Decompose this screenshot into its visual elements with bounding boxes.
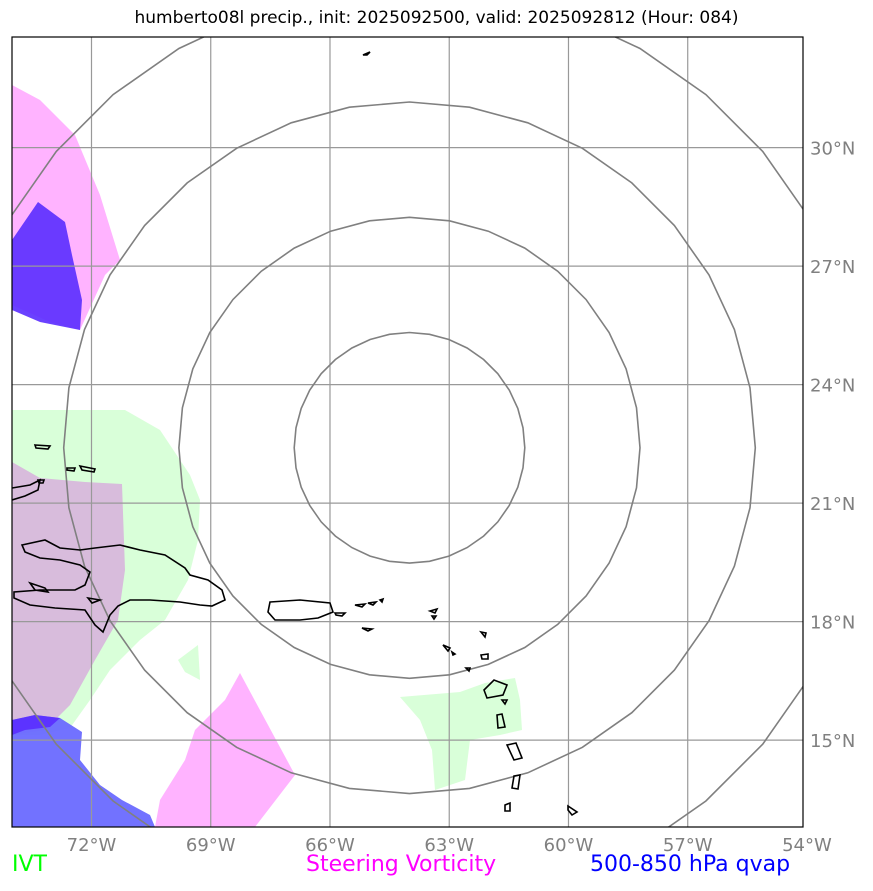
lat-tick-label: 27°N — [810, 257, 855, 278]
coast-barbados — [567, 804, 579, 817]
map-title: humberto08l precip., init: 2025092500, v… — [134, 8, 739, 28]
coast-antigua — [480, 653, 489, 660]
range-ring — [178, 216, 641, 680]
coast-dominica — [496, 713, 506, 729]
lon-tick-label: 63°W — [424, 835, 474, 856]
coast-bahamas-2 — [66, 467, 77, 472]
coast-island-b — [86, 596, 104, 604]
lon-tick-label: 66°W — [305, 835, 355, 856]
tick-labels: 72°W 69°W 66°W 63°W 60°W 57°W 54°W 30°N 27°N 24°N… — [67, 139, 856, 856]
coast-stkitts — [442, 644, 452, 653]
coast-cuba-tip — [12, 478, 42, 501]
range-ring — [62, 101, 757, 795]
coast-bahamas-1 — [33, 444, 52, 450]
coast-island-e — [367, 600, 379, 606]
coast-island-h — [500, 699, 509, 706]
coast-barbuda — [479, 630, 487, 639]
coast-stlucia — [511, 774, 521, 790]
legend-vorticity: Steering Vorticity — [306, 852, 497, 877]
lon-tick-label: 54°W — [782, 835, 832, 856]
graticule — [12, 37, 803, 827]
legend-ivt: IVT — [12, 852, 47, 877]
coast-bahamas-4 — [36, 479, 46, 484]
lon-tick-label: 69°W — [186, 835, 236, 856]
qvap-field-south-dark — [12, 715, 60, 735]
coast-puerto-rico — [267, 599, 334, 621]
coast-montserrat — [464, 667, 472, 673]
coast-nevis — [450, 650, 457, 657]
coast-island-d — [354, 602, 368, 608]
coast-anguilla — [427, 607, 439, 615]
legend-qvap: 500-850 hPa qvap — [590, 852, 791, 877]
coast-stmartin — [430, 615, 438, 621]
axes-frame — [11, 36, 804, 828]
lat-tick-label: 30°N — [810, 139, 855, 160]
ivt-field-small — [178, 645, 200, 680]
lon-tick-label: 57°W — [663, 835, 713, 856]
coast-hispaniola — [13, 539, 226, 634]
field-layer — [12, 85, 522, 827]
lon-tick-label: 72°W — [67, 835, 117, 856]
coast-guadeloupe — [483, 679, 509, 699]
coast-island-g — [361, 627, 375, 632]
coast-island-c — [333, 612, 347, 617]
coast-martinique — [505, 742, 524, 761]
overlap-field — [12, 462, 125, 735]
coast-bahamas-3 — [78, 464, 97, 473]
lat-tick-label: 15°N — [810, 731, 855, 752]
lat-tick-label: 24°N — [810, 376, 855, 397]
coast-island-f — [378, 597, 385, 604]
ivt-field-east — [400, 678, 522, 790]
lon-tick-label: 60°W — [544, 835, 594, 856]
vorticity-field-south — [155, 673, 295, 827]
lat-tick-label: 18°N — [810, 613, 855, 634]
coast-stvincent — [504, 801, 511, 812]
range-ring — [293, 331, 526, 564]
coastlines — [12, 51, 579, 817]
lat-tick-label: 21°N — [810, 494, 855, 515]
coast-island-a — [27, 581, 50, 594]
coast-bermuda — [362, 51, 371, 56]
